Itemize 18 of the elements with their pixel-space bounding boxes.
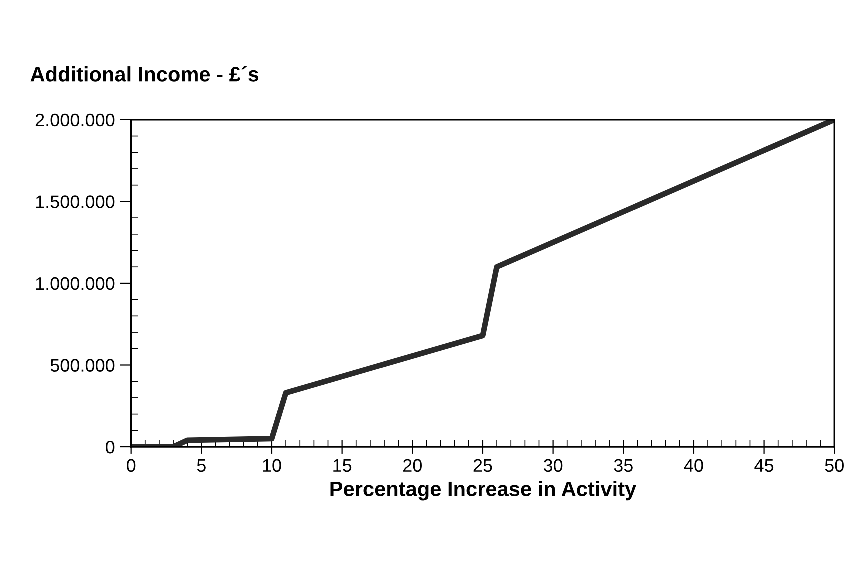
y-tick-label: 1.000.000 — [36, 277, 115, 290]
x-tick-label: 5 — [197, 459, 206, 472]
y-tick-label: 500.000 — [50, 359, 115, 372]
x-tick-label: 40 — [684, 459, 704, 472]
x-tick-label: 50 — [825, 459, 844, 472]
x-tick-label: 10 — [263, 459, 282, 472]
x-tick-label: 15 — [334, 459, 352, 472]
x-tick-label: 20 — [404, 459, 422, 472]
x-tick-label: 35 — [614, 459, 633, 472]
x-tick-label: 25 — [474, 459, 492, 472]
y-tick-label: 1.500.000 — [36, 196, 115, 208]
x-axis-title: Percentage Increase in Activity — [330, 481, 636, 501]
chart-title: Additional Income - £´s — [30, 66, 259, 82]
y-tick-label: 2.000.000 — [36, 114, 115, 127]
y-tick-label: 0 — [106, 440, 115, 454]
x-tick-label: 45 — [754, 459, 774, 472]
x-tick-label: 30 — [544, 459, 563, 472]
x-tick-label: 0 — [127, 459, 136, 472]
